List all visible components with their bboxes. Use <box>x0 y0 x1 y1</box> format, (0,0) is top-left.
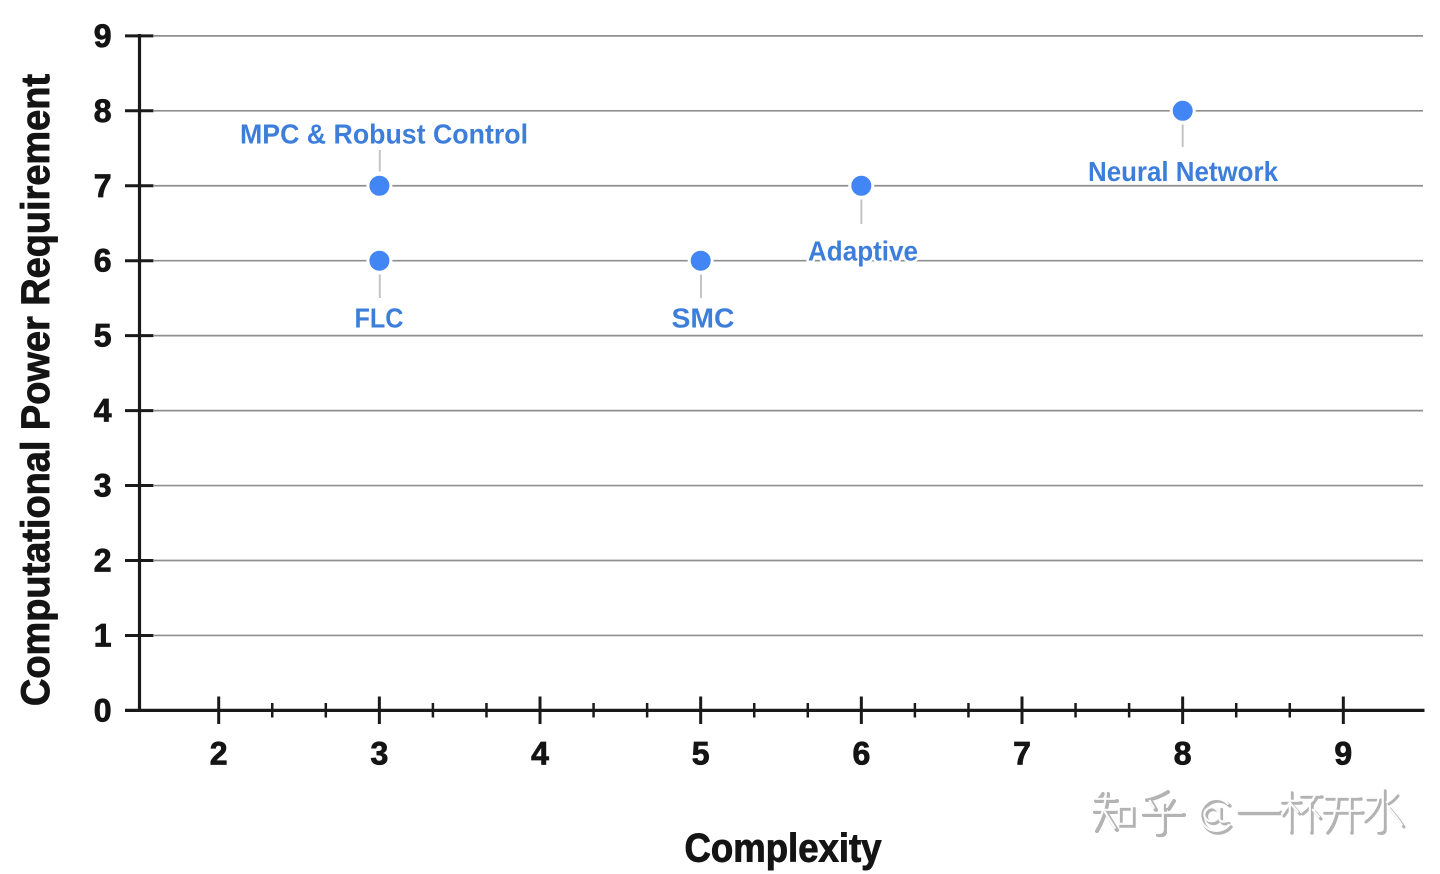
svg-text:Adaptive: Adaptive <box>808 235 918 266</box>
svg-text:0: 0 <box>94 692 112 728</box>
svg-text:1: 1 <box>94 617 112 653</box>
svg-text:3: 3 <box>94 468 112 504</box>
svg-text:SMC: SMC <box>672 303 735 334</box>
svg-text:2: 2 <box>210 736 228 772</box>
svg-text:Computational Power Requiremen: Computational Power Requirement <box>14 74 58 706</box>
svg-text:9: 9 <box>1334 736 1352 772</box>
svg-text:8: 8 <box>1174 736 1192 772</box>
svg-text:7: 7 <box>1013 736 1031 772</box>
svg-text:6: 6 <box>852 736 870 772</box>
svg-text:2: 2 <box>94 543 112 579</box>
svg-text:4: 4 <box>531 736 549 772</box>
svg-text:5: 5 <box>692 736 710 772</box>
svg-text:9: 9 <box>94 18 112 54</box>
svg-text:3: 3 <box>370 736 388 772</box>
svg-text:FLC: FLC <box>355 303 404 334</box>
svg-text:MPC & Robust Control: MPC & Robust Control <box>240 119 528 150</box>
svg-text:6: 6 <box>94 243 112 279</box>
svg-text:Neural Network: Neural Network <box>1088 156 1278 187</box>
svg-text:8: 8 <box>94 93 112 129</box>
svg-text:5: 5 <box>94 318 112 354</box>
svg-text:7: 7 <box>94 168 112 204</box>
svg-text:Complexity: Complexity <box>685 827 883 871</box>
svg-text:4: 4 <box>94 393 112 429</box>
